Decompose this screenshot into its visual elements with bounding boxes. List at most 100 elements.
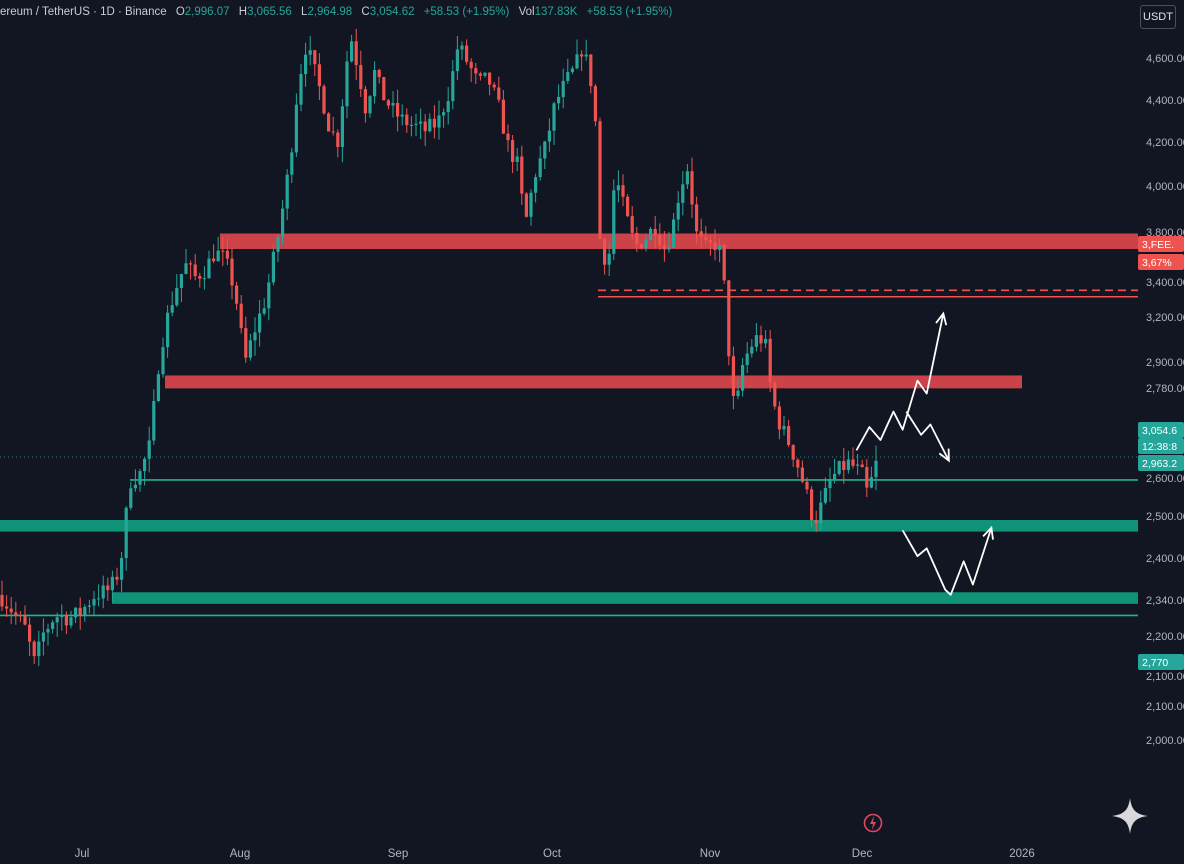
y-axis-tick-label: 4,400.00 (1146, 95, 1184, 107)
candle-body (662, 245, 666, 250)
candle-body (584, 54, 588, 57)
y-axis-tick-label: 4,600.00 (1146, 53, 1184, 65)
close-value: 3,054.62 (369, 6, 415, 18)
candle-body (561, 80, 565, 98)
candle-body (382, 77, 386, 101)
candle-body (644, 240, 648, 249)
candle-body (299, 74, 303, 105)
candle-body (791, 445, 795, 460)
resistance-zone[interactable] (165, 375, 1022, 389)
high-value: 3,065.56 (247, 6, 292, 18)
price-tag (1138, 254, 1184, 270)
candle-body (271, 251, 275, 283)
candle-body (0, 594, 4, 607)
candle-body (718, 244, 722, 250)
replay-icon[interactable] (862, 812, 884, 834)
candle-body (138, 471, 142, 485)
candle-body (653, 228, 657, 236)
candle-body (32, 641, 36, 657)
candle-body (78, 607, 82, 616)
candle-body (736, 390, 740, 397)
x-axis-tick-label: Aug (230, 848, 250, 860)
resistance-zone[interactable] (220, 233, 1138, 249)
candle-body (322, 86, 326, 114)
scenario-path-bearish_bottom[interactable] (901, 527, 993, 596)
support-zone[interactable] (0, 519, 1138, 532)
candle-body (635, 232, 639, 245)
candle-body (267, 282, 271, 309)
scenario-path-bearish_top[interactable] (905, 411, 950, 462)
candle-body (419, 121, 423, 124)
candle-body (856, 464, 860, 466)
candle-body (55, 617, 59, 623)
scenario-path-bullish[interactable] (855, 313, 945, 451)
candle-body (87, 605, 91, 607)
candle-body (147, 440, 151, 459)
candle-body (414, 123, 418, 125)
symbol-title[interactable]: ereum / TetherUS · 1D · Binance (0, 6, 167, 18)
candle-body (101, 585, 105, 599)
arrow-head-icon (935, 311, 948, 326)
candle-body (690, 171, 694, 205)
candle-body (750, 346, 754, 354)
candle-body (603, 239, 607, 265)
candle-body (515, 156, 519, 162)
candle-body (837, 461, 841, 474)
low-label: L (301, 6, 308, 18)
candle-body (451, 71, 455, 102)
candle-body (474, 68, 478, 74)
candle-body (731, 356, 735, 397)
price-tag (1138, 438, 1184, 454)
candle-body (649, 228, 653, 241)
candle-body (708, 240, 712, 243)
candle-body (400, 114, 404, 117)
candle-body (189, 263, 193, 265)
candle-body (83, 606, 87, 616)
candle-body (570, 68, 574, 73)
currency-button[interactable]: USDT (1140, 5, 1176, 29)
candle-body (143, 458, 147, 472)
candle-body (281, 208, 285, 238)
candle-body (313, 50, 317, 65)
candle-body (396, 102, 400, 117)
candle-body (488, 72, 492, 85)
candle-body (455, 49, 459, 72)
candle-body (598, 121, 602, 240)
candle-body (681, 184, 685, 203)
candle-body (773, 382, 777, 407)
candle-body (244, 328, 248, 358)
candle-body (253, 332, 257, 341)
x-axis-tick-label: Dec (852, 848, 873, 860)
candle-body (497, 87, 501, 100)
candle-body (465, 45, 469, 62)
candle-body (524, 193, 528, 217)
candle-body (336, 132, 340, 147)
x-axis-tick-label: Jul (75, 848, 90, 860)
candle-body (432, 118, 436, 128)
candle-body (607, 253, 611, 265)
candle-body (442, 112, 446, 116)
candle-body (327, 113, 331, 132)
candle-body (207, 258, 211, 279)
candle-body (828, 479, 832, 489)
candle-body (534, 177, 538, 193)
candle-body (520, 156, 524, 194)
candle-body (156, 374, 160, 401)
candle-body (685, 171, 689, 185)
support-zone[interactable] (112, 592, 1138, 604)
candle-body (308, 50, 312, 55)
candle-body (823, 488, 827, 503)
candle-body (5, 606, 9, 609)
candle-body (97, 598, 101, 600)
candle-body (768, 338, 772, 383)
candle-body (386, 100, 390, 106)
candle-body (846, 459, 850, 470)
price-tag (1138, 236, 1184, 252)
candle-body (290, 152, 294, 175)
candle-body (161, 347, 165, 375)
candle-body (74, 607, 78, 618)
close-label: C (361, 6, 370, 18)
candle-body (285, 174, 289, 209)
candle-body (133, 484, 137, 489)
